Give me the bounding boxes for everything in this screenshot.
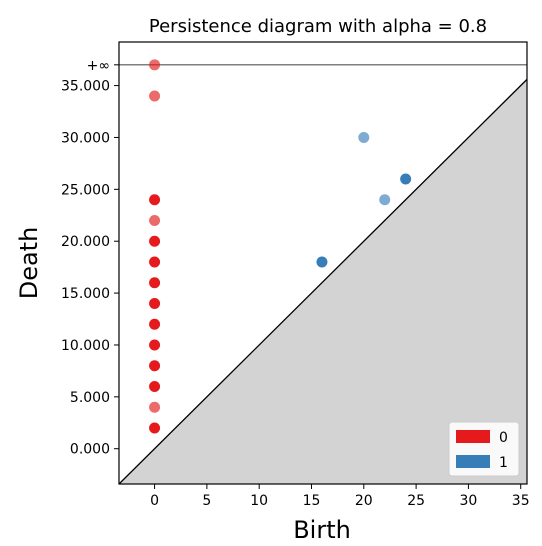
point-dim-0 (149, 235, 161, 247)
x-tick-label: 35 (512, 493, 530, 509)
point-dim-0 (149, 194, 161, 206)
y-tick-label: 20.000 (61, 234, 110, 250)
point-dim-0 (149, 422, 161, 434)
x-tick-label: 30 (460, 493, 478, 509)
y-tick-label: 5.000 (70, 390, 110, 406)
point-dim-0 (149, 360, 161, 372)
x-tick-label: 20 (355, 493, 373, 509)
diagonal-line (118, 78, 528, 485)
point-dim-0 (149, 339, 161, 351)
point-dim-0 (149, 297, 161, 309)
plot-frame (118, 41, 528, 485)
legend-swatch-1 (456, 455, 490, 468)
point-dim-0 (149, 380, 161, 392)
point-dim-0 (149, 401, 161, 413)
point-dim-0 (149, 59, 161, 71)
x-axis-label: Birth (293, 516, 351, 544)
point-dim-0 (149, 256, 161, 268)
y-axis-label: Death (15, 227, 43, 300)
plot-area (118, 41, 528, 485)
x-tick-label: 10 (250, 493, 268, 509)
point-dim-0 (149, 318, 161, 330)
legend-label-0: 0 (499, 430, 508, 446)
point-dim-0 (149, 90, 161, 102)
x-tick-label: 25 (407, 493, 425, 509)
point-dim-1 (400, 173, 412, 185)
point-dim-0 (149, 214, 161, 226)
point-dim-1 (358, 131, 370, 143)
y-tick-label: 35.000 (61, 79, 110, 95)
point-dim-1 (379, 194, 391, 206)
y-tick-label: 10.000 (61, 338, 110, 354)
legend: 01 (448, 421, 520, 477)
y-tick-label: 25.000 (61, 182, 110, 198)
y-tick-label: 15.000 (61, 286, 110, 302)
y-tick-label: 30.000 (61, 130, 110, 146)
x-tick-label: 5 (202, 493, 211, 509)
x-tick-label: 15 (303, 493, 321, 509)
axis-ticks: 0 5 10 15 20 25 30 350.0005.00010.00015.00020.0… (61, 58, 530, 509)
y-tick-label: 0.000 (70, 442, 110, 458)
chart-title: Persistence diagram with alpha = 0.8 (149, 16, 487, 37)
legend-label-1: 1 (499, 455, 508, 471)
infinity-tick-label: +∞ (87, 58, 110, 74)
x-tick-label: 0 (150, 493, 159, 509)
point-dim-1 (316, 256, 328, 268)
point-dim-0 (149, 277, 161, 289)
legend-swatch-0 (456, 430, 490, 443)
